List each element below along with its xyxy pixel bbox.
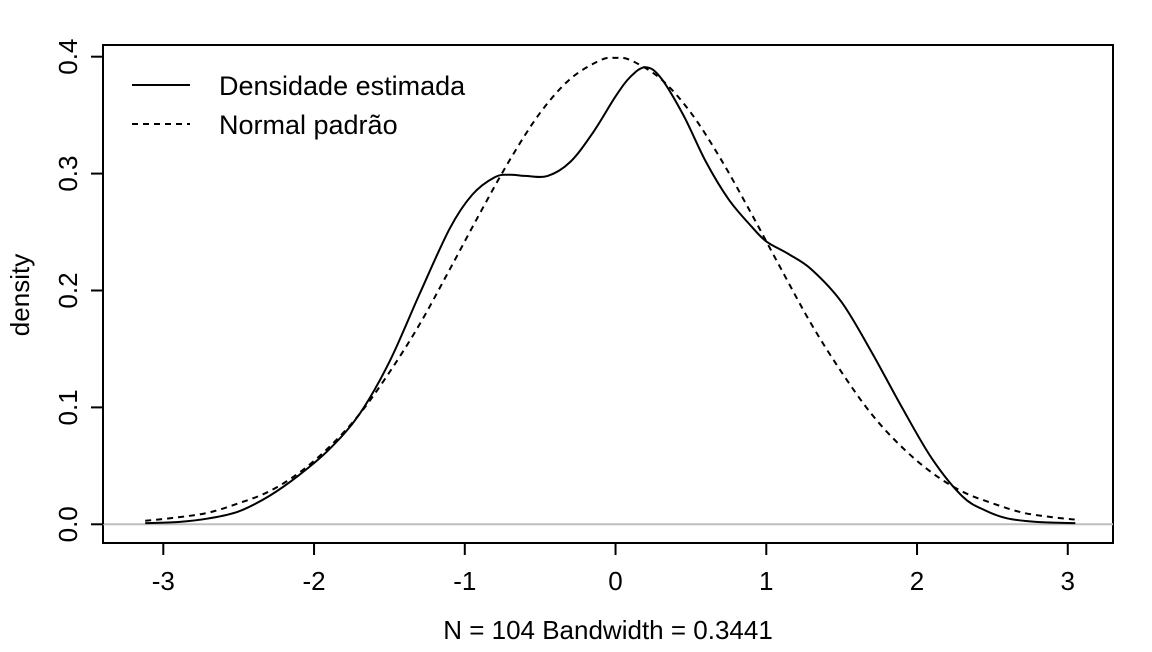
x-tick-label: 0: [608, 566, 622, 596]
legend-label-estimated: Densidade estimada: [219, 71, 466, 101]
y-axis: 0.0 0.1 0.2 0.3 0.4: [53, 39, 104, 542]
x-axis-label: N = 104 Bandwidth = 0.3441: [443, 615, 773, 645]
x-tick-label: 3: [1061, 566, 1075, 596]
x-tick-label: 2: [910, 566, 924, 596]
legend-label-normal: Normal padrão: [219, 110, 398, 140]
y-tick-label: 0.3: [53, 156, 83, 192]
y-axis-label: density: [5, 254, 35, 336]
y-tick-label: 0.1: [53, 389, 83, 425]
y-tick-label: 0.4: [53, 39, 83, 75]
estimated-density-line: [145, 66, 1076, 525]
normal-density-line: [145, 56, 1076, 522]
series-layer: [145, 56, 1076, 525]
x-tick-label: -1: [453, 566, 476, 596]
y-tick-label: 0.0: [53, 506, 83, 542]
legend: Densidade estimada Normal padrão: [132, 71, 466, 140]
x-tick-label: -3: [152, 566, 175, 596]
y-tick-label: 0.2: [53, 272, 83, 308]
x-axis: -3 -2 -1 0 1 2 3: [152, 542, 1075, 596]
x-tick-label: 1: [759, 566, 773, 596]
x-tick-label: -2: [302, 566, 325, 596]
